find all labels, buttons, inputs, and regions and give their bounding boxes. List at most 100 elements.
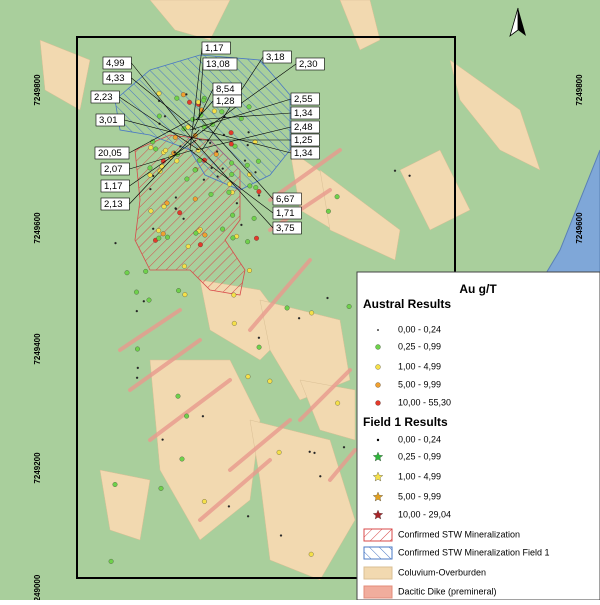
coluvium [39,0,541,581]
callout-leader [128,119,191,154]
sample-point [152,227,155,230]
sample-point [149,187,152,191]
legend-box [356,271,600,601]
sample-point [174,158,180,164]
callout-box [295,57,325,71]
sample-point [114,241,117,245]
sample-point [308,551,314,557]
legend-symbol [375,382,381,388]
callout-label: 1,34 [294,148,313,159]
callout-box [94,146,130,160]
sample-point [156,113,162,119]
sample-point [165,234,170,240]
sample-point [284,305,290,311]
sample-point [201,97,207,103]
legend-symbol [375,364,381,370]
legend-item: Coluvium-Overburden [398,567,486,577]
sample-point [134,289,139,295]
sample-point [185,243,191,249]
callouts: 1,17 4,99 4,33 13,08 3,18 2,30 8,541,28 2,23 3,0… [90,41,325,235]
sample-point [342,446,346,449]
coord-label: 7249400 [33,333,42,365]
sample-point [181,263,187,269]
callout-label: 8,54 [216,84,235,95]
sample-point [319,475,322,478]
callout-box [202,57,238,71]
sample-point [267,378,273,384]
sample-point [211,108,217,114]
sample-point [253,185,259,190]
legend-item: 0,00 - 0,24 [398,434,441,444]
callout-label: 4,33 [106,73,125,84]
sample-point [192,167,198,173]
sample-point [255,158,261,164]
north-arrow [509,7,526,38]
sample-point [231,320,237,326]
sample-point [279,534,283,537]
legend-symbol [375,400,381,406]
sample-point [202,157,207,163]
stw-mineralization-field-1 [114,54,291,191]
callout-label: 1,17 [205,43,224,54]
callout-box [272,206,302,220]
callout-box [290,133,320,147]
sample-point [164,200,170,206]
sample-points [108,90,411,564]
sample-point [235,202,239,205]
callout-box [290,120,320,134]
legend-item: 0,25 - 0,99 [398,341,441,351]
coord-label: 249000 [33,574,42,600]
sample-point [229,160,235,166]
callout-label: 4,99 [106,58,125,69]
legend-item: Dacitic Dike (premineral) [398,586,497,596]
sample-point [245,239,251,245]
callout-label: 2,07 [104,164,123,175]
sample-point [213,151,219,157]
callout-label: 3,75 [276,223,295,234]
sample-point [229,171,235,177]
sample-point [185,93,188,96]
sample-point [231,292,237,298]
sample-point [256,189,262,195]
legend: Au g/T Austral Results Field 1 Results 0… [356,271,600,601]
sample-point [201,415,205,418]
sample-point [176,288,182,294]
callout-box [272,192,302,206]
callout-label: 1,71 [276,208,295,219]
sample-point [173,151,176,154]
sample-point [179,456,185,462]
legend-symbol [372,509,384,520]
sample-point [232,143,238,149]
legend-swatch [363,585,393,599]
sample-point [240,223,243,227]
sample-point [256,344,262,350]
callout-box [272,221,302,235]
sample-point [135,309,138,313]
sample-point [174,207,177,210]
sample-point [202,232,208,238]
sample-point [257,336,261,339]
sample-point [227,181,233,187]
sample-point [143,268,149,274]
sample-point [243,159,247,162]
callout-label: 3,18 [266,52,285,63]
sample-point [135,376,139,379]
sample-point [201,499,207,504]
legend-item: 1,00 - 4,99 [398,361,441,371]
callout-box [102,56,132,70]
legend-symbol [372,451,384,462]
legend-section-title: Austral Results [363,297,451,311]
sample-point [179,145,182,148]
sample-point [257,194,261,197]
sample-point [210,166,213,170]
sample-point [276,449,282,455]
sample-point [297,317,301,320]
sample-point [193,230,199,236]
sample-point [153,146,159,152]
legend-item: 10,00 - 29,04 [398,509,451,519]
callout-box [290,146,320,160]
sample-point [247,172,253,177]
legend-symbol [372,471,384,482]
sample-point [325,208,331,214]
